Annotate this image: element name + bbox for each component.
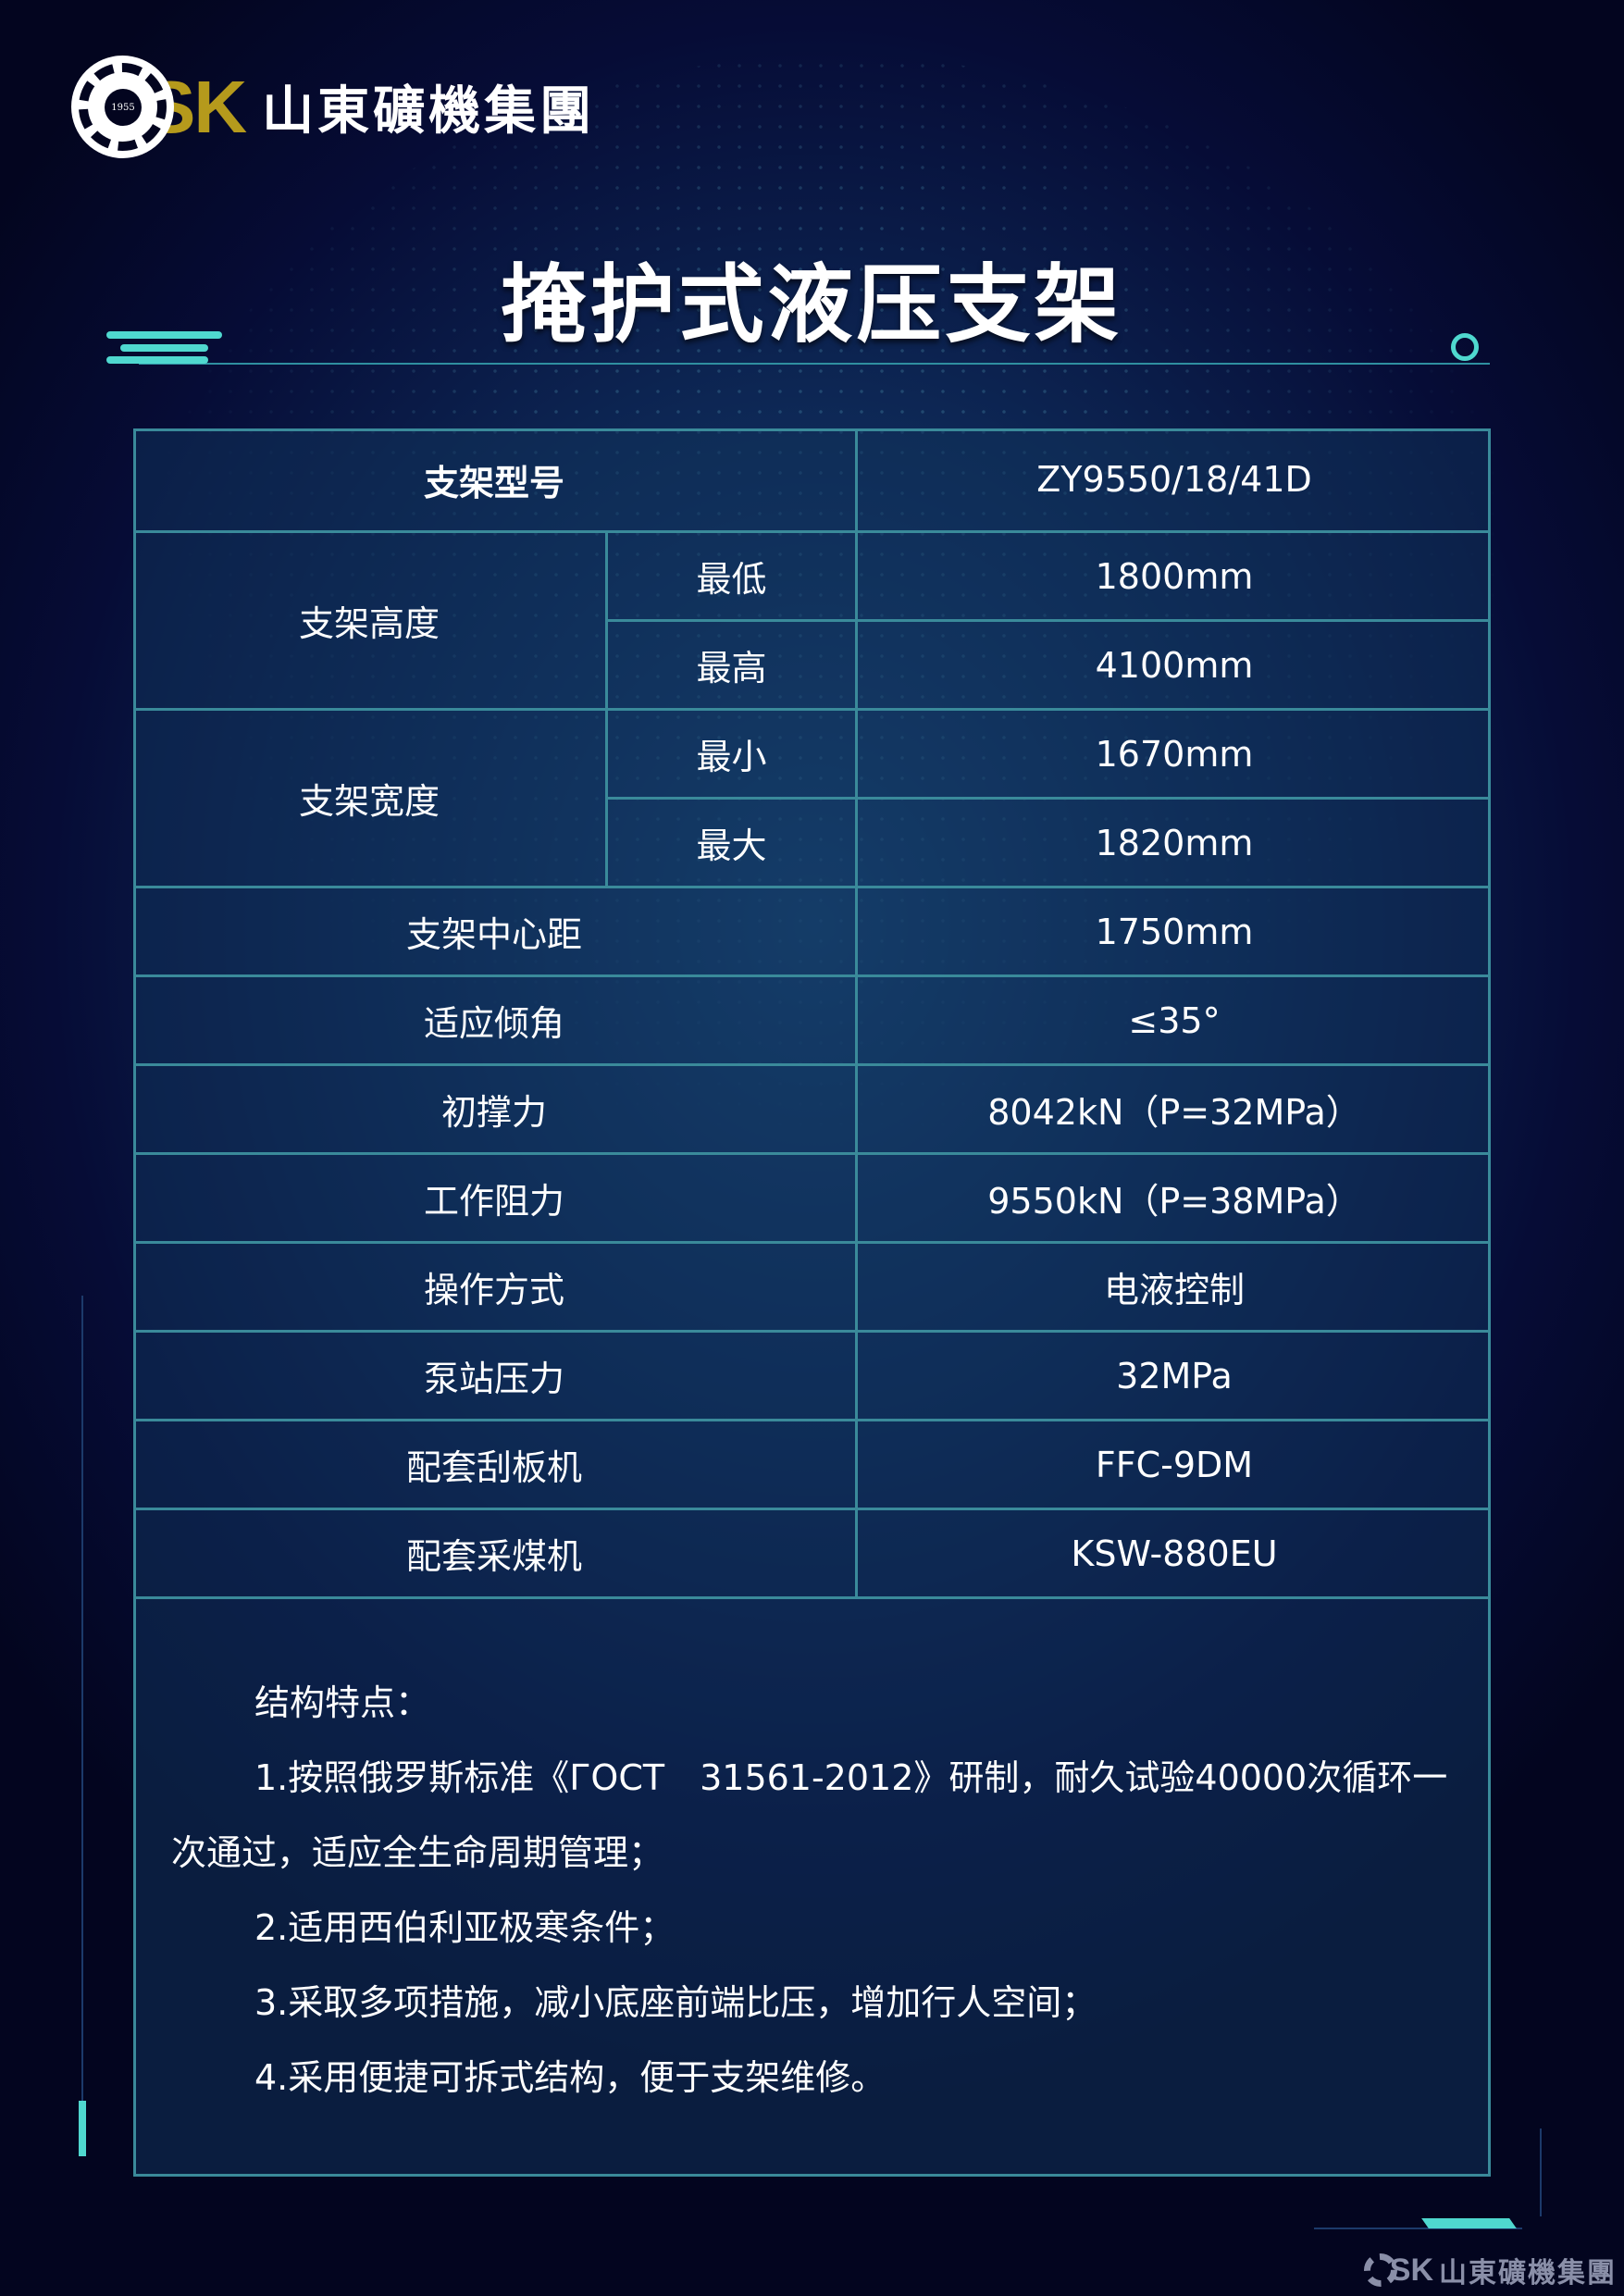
header-label: 支架型号: [133, 428, 858, 533]
row-value: 32MPa: [858, 1333, 1491, 1421]
width-value: 1820mm: [858, 800, 1491, 888]
row-label: 泵站压力: [133, 1333, 858, 1421]
width-value: 1670mm: [858, 711, 1491, 800]
width-sub: 最小: [608, 711, 858, 800]
company-name: 山東礦機集團: [262, 81, 596, 142]
decor-accent: [1421, 2218, 1517, 2228]
note-item: 4.采用便捷可拆式结构，便于支架维修。: [254, 2057, 886, 2098]
width-sub: 最大: [608, 800, 858, 888]
note-item: 1.按照俄罗斯标准《ГОСТ 31561-2012》研制，耐久试验40000次循…: [171, 1757, 1448, 1873]
row-value: 电液控制: [858, 1244, 1491, 1333]
company-logo: 1955 SK 山東礦機集團: [79, 63, 595, 151]
row-value: 9550kN（P=38MPa）: [858, 1155, 1491, 1244]
height-value: 1800mm: [858, 533, 1491, 622]
header-value: ZY9550/18/41D: [858, 428, 1491, 533]
decor-stripe: [106, 331, 222, 339]
row-label: 适应倾角: [133, 977, 858, 1066]
gear-icon: [1363, 2253, 1397, 2287]
notes-heading: 结构特点：: [254, 1682, 431, 1723]
row-label: 配套采煤机: [133, 1510, 858, 1599]
width-label: 支架宽度: [133, 711, 608, 888]
row-label: 初撑力: [133, 1066, 858, 1155]
note-item: 2.适用西伯利亚极寒条件；: [254, 1907, 676, 1948]
row-value: ≤35°: [858, 977, 1491, 1066]
height-sub: 最高: [608, 622, 858, 711]
decor-accent: [79, 2101, 86, 2156]
structure-notes: 结构特点： 1.按照俄罗斯标准《ГОСТ 31561-2012》研制，耐久试验4…: [171, 1666, 1462, 2116]
height-label: 支架高度: [133, 533, 608, 711]
row-label: 配套刮板机: [133, 1421, 858, 1510]
spec-table: 支架型号 ZY9550/18/41D 支架高度 最低 1800mm 最高 410…: [133, 428, 1491, 1599]
gear-icon: 1955: [79, 63, 167, 151]
decor-line: [1314, 2228, 1522, 2229]
watermark-logo: SK 山東礦機集團: [1363, 2250, 1617, 2290]
decor-line: [1540, 2128, 1542, 2216]
spec-panel: [133, 428, 1491, 2177]
ring-icon: [1451, 333, 1479, 361]
row-value: KSW-880EU: [858, 1510, 1491, 1599]
row-label: 支架中心距: [133, 888, 858, 977]
decor-line: [81, 1296, 83, 2128]
note-item: 3.采取多项措施，减小底座前端比压，增加行人空间；: [254, 1982, 1097, 2023]
row-value: 8042kN（P=32MPa）: [858, 1066, 1491, 1155]
title-divider: [139, 363, 1490, 365]
row-value: FFC-9DM: [858, 1421, 1491, 1510]
row-value: 1750mm: [858, 888, 1491, 977]
height-value: 4100mm: [858, 622, 1491, 711]
row-label: 工作阻力: [133, 1155, 858, 1244]
page-title: 掩护式液压支架: [501, 255, 1123, 354]
row-label: 操作方式: [133, 1244, 858, 1333]
height-sub: 最低: [608, 533, 858, 622]
decor-stripe: [106, 356, 208, 364]
decor-stripe: [120, 344, 208, 352]
